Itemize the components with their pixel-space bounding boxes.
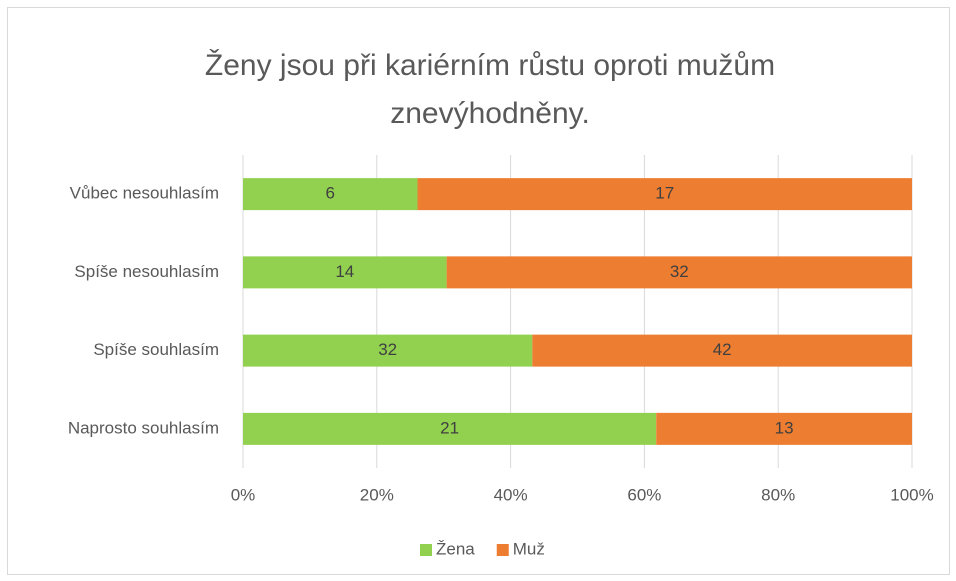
- bar-segment: [656, 412, 912, 445]
- data-label: 17: [655, 184, 674, 203]
- x-tick-label: 40%: [494, 485, 528, 504]
- bar-segment: [243, 412, 657, 445]
- data-label: 21: [440, 418, 459, 437]
- y-tick-label: Naprosto souhlasím: [68, 418, 219, 437]
- bar-segment: [446, 256, 912, 289]
- chart-border: [7, 7, 950, 575]
- x-tick-label: 80%: [761, 485, 795, 504]
- data-label: 6: [326, 184, 335, 203]
- legend-label: Žena: [436, 539, 475, 558]
- x-tick-label: 60%: [627, 485, 661, 504]
- bar-segment: [532, 334, 912, 367]
- legend-swatch: [420, 544, 432, 556]
- bar-segment: [243, 334, 533, 367]
- x-tick-label: 100%: [890, 485, 933, 504]
- bar-segment: [243, 256, 447, 289]
- x-tick-label: 0%: [231, 485, 256, 504]
- bar-segment: [243, 178, 418, 211]
- y-tick-label: Spíše souhlasím: [93, 340, 219, 359]
- bar-segment: [417, 178, 912, 211]
- x-tick-label: 20%: [360, 485, 394, 504]
- y-tick-label: Spíše nesouhlasím: [74, 262, 219, 281]
- data-label: 14: [335, 262, 354, 281]
- chart-title: Ženy jsou při kariérním růstu oproti muž…: [204, 49, 776, 130]
- data-label: 13: [775, 418, 794, 437]
- legend-label: Muž: [513, 539, 545, 558]
- y-tick-label: Vůbec nesouhlasím: [70, 184, 219, 203]
- legend-swatch: [496, 544, 509, 556]
- data-label: 42: [713, 340, 732, 359]
- data-label: 32: [670, 262, 689, 281]
- data-label: 32: [378, 340, 397, 359]
